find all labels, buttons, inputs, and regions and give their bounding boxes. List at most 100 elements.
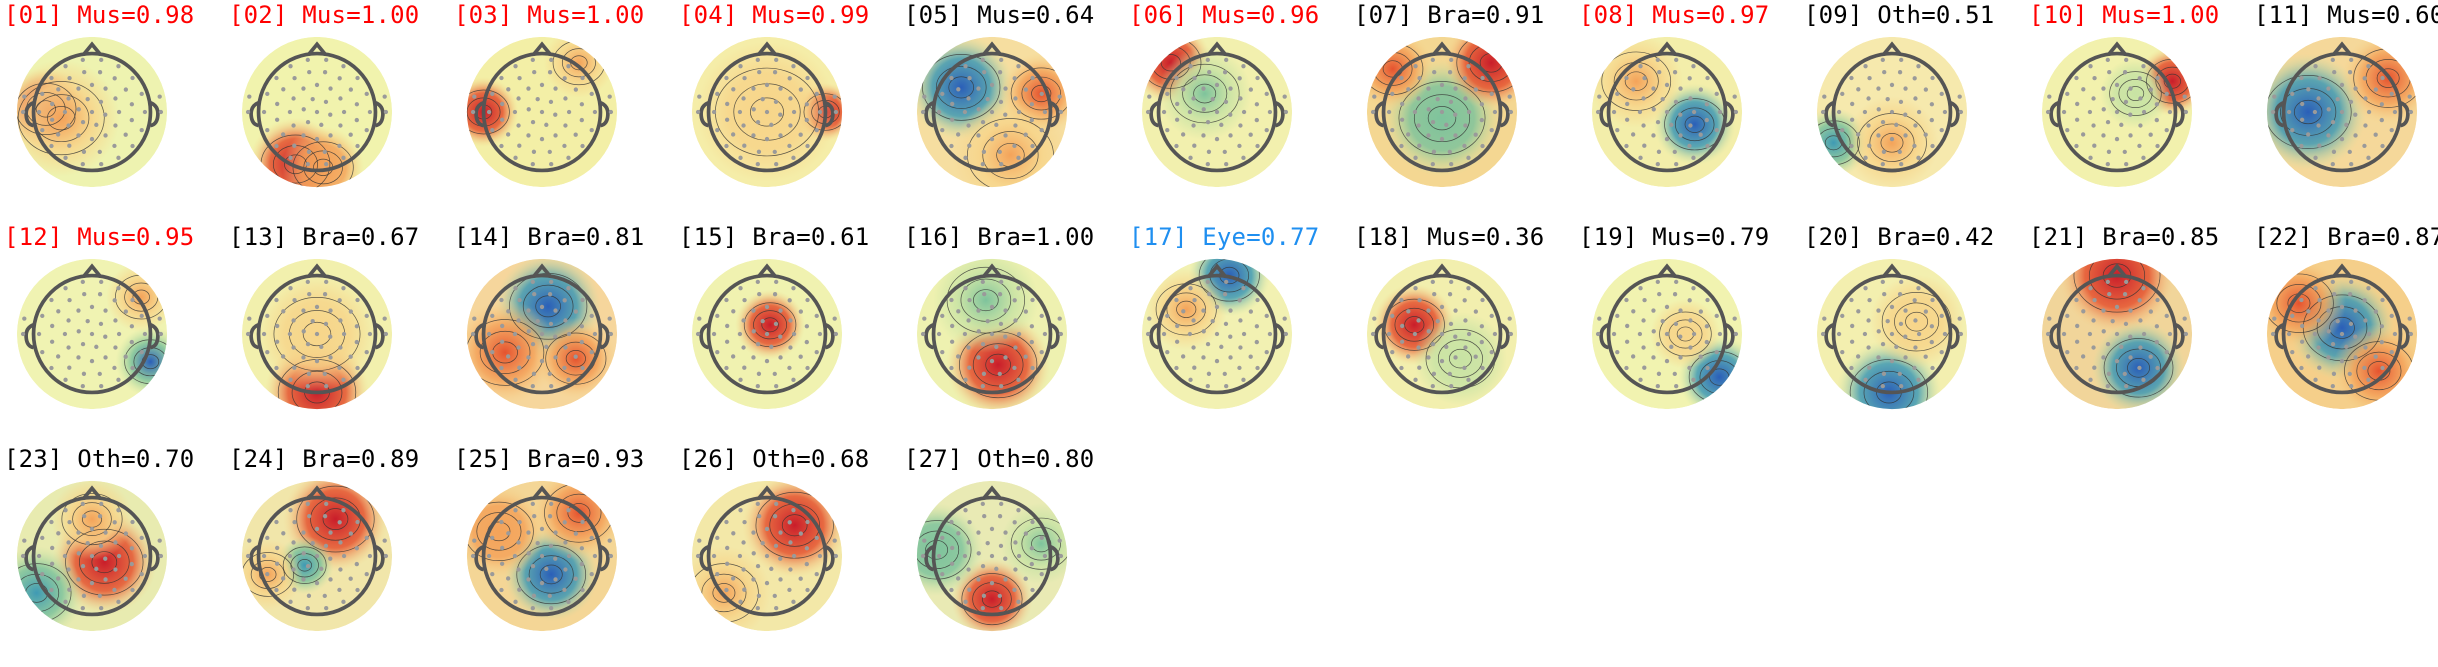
topomap-icon [241, 36, 393, 188]
component-label: [27] Oth=0.80 [904, 445, 1095, 473]
topomap-icon [241, 480, 393, 632]
head-outline [1149, 41, 1285, 173]
component-cell: [19] Mus=0.79 [1579, 222, 1803, 444]
head-outline [24, 263, 160, 395]
component-cell: [13] Bra=0.67 [229, 222, 453, 444]
topomap-icon [466, 480, 618, 632]
component-label: [25] Bra=0.93 [454, 445, 645, 473]
electrodes [245, 501, 389, 611]
component-cell: [18] Mus=0.36 [1354, 222, 1578, 444]
electrodes [695, 279, 839, 389]
component-cell: [17] Eye=0.77 [1129, 222, 1353, 444]
electrodes [20, 57, 164, 167]
component-label: [03] Mus=1.00 [454, 1, 645, 29]
topomap-field [916, 258, 1068, 410]
component-cell: [08] Mus=0.97 [1579, 0, 1803, 222]
head-outline [924, 263, 1060, 395]
topomap-icon [16, 480, 168, 632]
component-cell: [22] Bra=0.87 [2254, 222, 2438, 444]
component-label: [22] Bra=0.87 [2254, 223, 2438, 251]
head-outline [2274, 263, 2410, 395]
component-label: [20] Bra=0.42 [1804, 223, 1995, 251]
component-label: [23] Oth=0.70 [4, 445, 195, 473]
topomap-icon [1591, 36, 1743, 188]
head-outline [699, 41, 835, 173]
topomap-icon [466, 258, 618, 410]
head-outline [1824, 263, 1960, 395]
topomap-icon [1141, 258, 1293, 410]
topomap-field [16, 480, 168, 632]
component-cell: [05] Mus=0.64 [904, 0, 1128, 222]
component-label: [26] Oth=0.68 [679, 445, 870, 473]
component-cell: [04] Mus=0.99 [679, 0, 903, 222]
electrodes [695, 501, 839, 611]
electrodes [1820, 279, 1964, 389]
component-cell: [27] Oth=0.80 [904, 444, 1128, 666]
electrodes [2045, 279, 2189, 389]
electrodes [1145, 57, 1289, 167]
head-outline [24, 485, 160, 617]
electrodes [920, 279, 1064, 389]
head-outline [1374, 41, 1510, 173]
electrodes [695, 57, 839, 167]
head-outline [699, 485, 835, 617]
topomap-icon [691, 258, 843, 410]
topomap-icon [466, 36, 618, 188]
head-outline [2274, 41, 2410, 173]
topomap-icon [16, 36, 168, 188]
component-label: [24] Bra=0.89 [229, 445, 420, 473]
component-cell: [12] Mus=0.95 [4, 222, 228, 444]
head-outline [924, 485, 1060, 617]
component-cell: [02] Mus=1.00 [229, 0, 453, 222]
component-label: [07] Bra=0.91 [1354, 1, 1545, 29]
component-cell: [26] Oth=0.68 [679, 444, 903, 666]
topomap-icon [1366, 36, 1518, 188]
component-label: [15] Bra=0.61 [679, 223, 870, 251]
head-outline [1824, 41, 1960, 173]
electrodes [470, 57, 614, 167]
electrodes [920, 501, 1064, 611]
electrodes [2270, 57, 2414, 167]
component-label: [17] Eye=0.77 [1129, 223, 1320, 251]
head-outline [1374, 263, 1510, 395]
electrodes [470, 279, 614, 389]
topomap-icon [2266, 258, 2418, 410]
component-cell: [21] Bra=0.85 [2029, 222, 2253, 444]
head-outline [2049, 263, 2185, 395]
component-label: [08] Mus=0.97 [1579, 1, 1770, 29]
electrodes [1595, 57, 1739, 167]
component-cell: [06] Mus=0.96 [1129, 0, 1353, 222]
component-label: [04] Mus=0.99 [679, 1, 870, 29]
head-outline [1149, 263, 1285, 395]
electrodes [245, 57, 389, 167]
component-cell: [24] Bra=0.89 [229, 444, 453, 666]
head-outline [249, 41, 385, 173]
component-cell: [14] Bra=0.81 [454, 222, 678, 444]
electrodes [2045, 57, 2189, 167]
component-label: [09] Oth=0.51 [1804, 1, 1995, 29]
electrodes [1370, 57, 1514, 167]
topomap-icon [2266, 36, 2418, 188]
topomap-icon [691, 36, 843, 188]
head-outline [924, 41, 1060, 173]
electrodes [470, 501, 614, 611]
topomap-icon [916, 36, 1068, 188]
electrodes [20, 501, 164, 611]
head-outline [249, 485, 385, 617]
topomap-icon [2041, 36, 2193, 188]
component-cell: [03] Mus=1.00 [454, 0, 678, 222]
electrodes [1595, 279, 1739, 389]
component-label: [12] Mus=0.95 [4, 223, 195, 251]
component-label: [11] Mus=0.60 [2254, 1, 2438, 29]
topomap-icon [916, 258, 1068, 410]
electrodes [1820, 57, 1964, 167]
component-cell: [11] Mus=0.60 [2254, 0, 2438, 222]
component-label: [13] Bra=0.67 [229, 223, 420, 251]
component-cell: [20] Bra=0.42 [1804, 222, 2028, 444]
component-cell: [16] Bra=1.00 [904, 222, 1128, 444]
topomap-icon [1816, 258, 1968, 410]
component-cell: [25] Bra=0.93 [454, 444, 678, 666]
component-label: [21] Bra=0.85 [2029, 223, 2220, 251]
component-cell: [01] Mus=0.98 [4, 0, 228, 222]
